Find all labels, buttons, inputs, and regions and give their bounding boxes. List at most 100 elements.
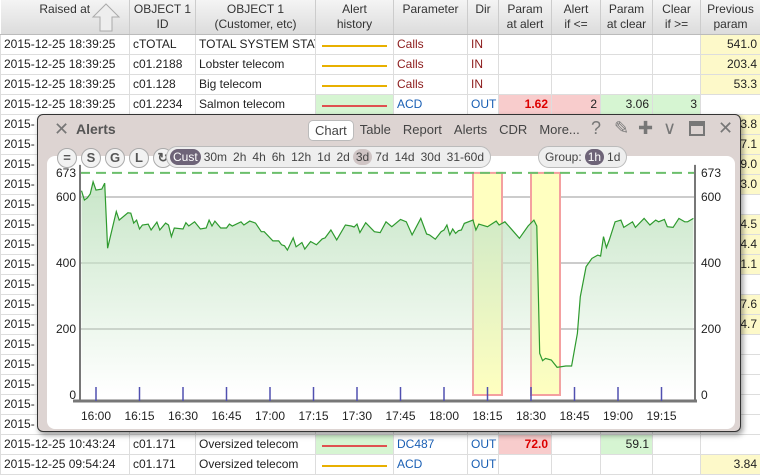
close-icon[interactable]: ✕ xyxy=(718,118,733,139)
parameter-cell-text: ACD xyxy=(397,97,422,111)
alert-if-cell xyxy=(552,454,601,474)
column-header[interactable]: Parameter xyxy=(394,0,468,34)
parameter-cell: DC487 xyxy=(394,434,468,454)
range-31-60d[interactable]: 31-60d xyxy=(444,149,487,165)
range-30d[interactable]: 30d xyxy=(418,149,444,165)
l-button[interactable]: L xyxy=(129,148,149,168)
tab-alerts[interactable]: Alerts xyxy=(448,120,493,141)
range-1d[interactable]: 1d xyxy=(314,149,333,165)
x-tick-label: 17:30 xyxy=(342,409,372,423)
range-2h[interactable]: 2h xyxy=(230,149,249,165)
previous-param-cell-text: 7.6 xyxy=(740,297,757,311)
alert-history-cell xyxy=(316,74,394,94)
range-Cust[interactable]: Cust xyxy=(170,149,201,165)
previous-param-cell-text: 4.5 xyxy=(740,217,757,231)
group-1d[interactable]: 1d xyxy=(604,149,623,165)
x-tick-label: 17:15 xyxy=(298,409,328,423)
group-1h[interactable]: 1h xyxy=(585,149,604,165)
range-6h[interactable]: 6h xyxy=(269,149,288,165)
range-2d[interactable]: 2d xyxy=(334,149,353,165)
tab-more[interactable]: More... xyxy=(533,120,585,141)
history-sparkline xyxy=(322,65,387,67)
g-button[interactable]: G xyxy=(105,148,125,168)
customer-cell-text: TOTAL SYSTEM STAT xyxy=(199,37,316,51)
plus-icon[interactable]: ✚ xyxy=(638,118,653,139)
range-3d[interactable]: 3d xyxy=(353,149,372,165)
range-7d[interactable]: 7d xyxy=(372,149,391,165)
raised-at-cell-text: 2015-12-25 18:39:25 xyxy=(4,77,115,91)
param-at-alert-cell: 1.62 xyxy=(499,94,552,114)
threshold-label-right: 673 xyxy=(701,166,721,180)
alert-history-cell xyxy=(316,94,394,114)
y-tick-label-right: 200 xyxy=(701,322,721,336)
parameter-cell: Calls xyxy=(394,34,468,54)
parameter-cell-text: DC487 xyxy=(397,437,434,451)
raised-at-cell-text: 2015- xyxy=(4,117,35,131)
clear-if-cell-text: 3 xyxy=(690,97,697,111)
tab-table[interactable]: Table xyxy=(354,120,397,141)
x-tick-label: 19:15 xyxy=(646,409,676,423)
range-30m[interactable]: 30m xyxy=(201,149,230,165)
y-tick-label-left: 400 xyxy=(56,256,76,270)
clear-if-cell xyxy=(653,54,701,74)
customer-cell-text: Oversized telecom xyxy=(199,437,298,451)
s-button[interactable]: S xyxy=(81,148,101,168)
alert-if-cell xyxy=(552,54,601,74)
clear-if-cell xyxy=(653,74,701,94)
pencil-icon[interactable]: ✎ xyxy=(614,118,629,139)
raised-at-cell-text: 2015- xyxy=(4,337,35,351)
param-at-clear-cell xyxy=(601,34,653,54)
previous-param-cell: 53.3 xyxy=(701,74,760,94)
column-header[interactable]: Dir xyxy=(468,0,499,34)
tab-report[interactable]: Report xyxy=(397,120,448,141)
object-id-cell-text: c01.2188 xyxy=(133,57,182,71)
parameter-cell-text: Calls xyxy=(397,37,424,51)
param-at-clear-cell: 59.1 xyxy=(601,434,653,454)
previous-param-cell: 541.0 xyxy=(701,34,760,54)
maximize-icon[interactable] xyxy=(689,121,705,136)
tab-cdr[interactable]: CDR xyxy=(493,120,533,141)
raised-at-cell-text: 2015- xyxy=(4,397,35,411)
parameter-cell-text: Calls xyxy=(397,77,424,91)
parameter-cell: ACD xyxy=(394,94,468,114)
param-at-alert-cell xyxy=(499,34,552,54)
series-area xyxy=(82,182,694,395)
column-header[interactable]: OBJECT 1(Customer, etc) xyxy=(196,0,316,34)
close-icon[interactable]: ✕ xyxy=(54,119,69,140)
object-id-cell: c01.171 xyxy=(130,434,196,454)
range-14d[interactable]: 14d xyxy=(392,149,418,165)
raised-at-cell: 2015-12-25 18:39:25 xyxy=(1,34,130,54)
history-sparkline xyxy=(322,445,387,447)
menu-button[interactable]: = xyxy=(57,148,77,168)
help-icon[interactable]: ? xyxy=(591,118,601,139)
chevron-down-icon[interactable]: ∨ xyxy=(663,118,676,139)
sort-ascending-icon[interactable] xyxy=(91,2,121,32)
x-tick-label: 17:45 xyxy=(385,409,415,423)
x-tick-label: 18:00 xyxy=(429,409,459,423)
dir-cell-text: OUT xyxy=(471,457,496,471)
alert-if-cell xyxy=(552,434,601,454)
param-at-alert-cell-text: 1.62 xyxy=(525,97,548,111)
tab-chart[interactable]: Chart xyxy=(308,120,354,141)
raised-at-cell-text: 2015- xyxy=(4,157,35,171)
previous-param-cell-text: 3.8 xyxy=(740,117,757,131)
previous-param-cell-text: 3.0 xyxy=(740,177,757,191)
range-4h[interactable]: 4h xyxy=(249,149,268,165)
range-12h[interactable]: 12h xyxy=(288,149,314,165)
previous-param-cell-text: 4.7 xyxy=(740,317,757,331)
